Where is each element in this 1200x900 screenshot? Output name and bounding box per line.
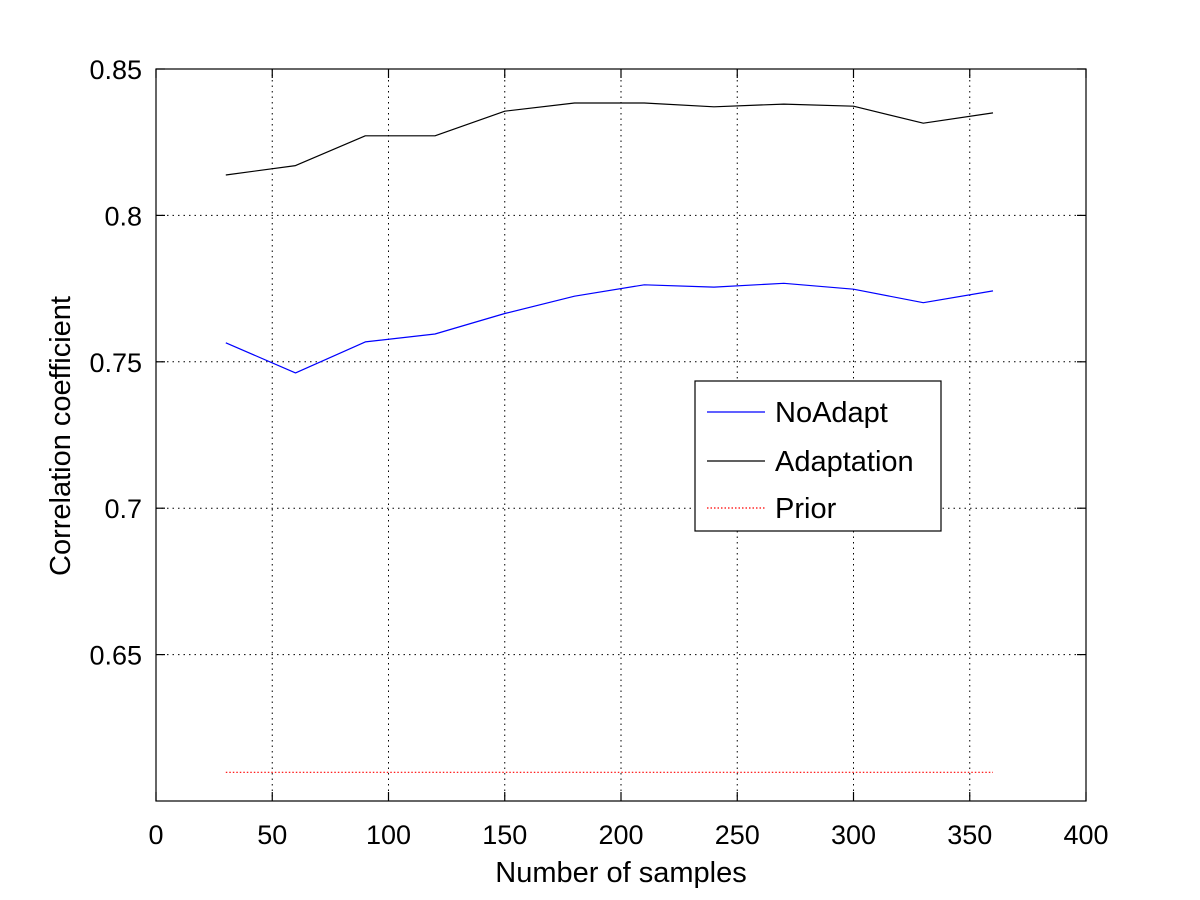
- series-line-noadapt: [225, 282, 994, 374]
- x-tick-label: 400: [1063, 820, 1108, 850]
- x-tick-label: 200: [598, 820, 643, 850]
- axis-tick-labels: 0 50 100 150 200 250 300 350 400 0.65 0.7 0.75 0.8 0.…: [89, 55, 1108, 850]
- series-line-adaptation: [225, 102, 994, 176]
- grid-lines: [156, 69, 1086, 801]
- x-tick-label: 50: [257, 820, 287, 850]
- legend-label-noadapt: NoAdapt: [775, 397, 888, 429]
- x-axis-title: Number of samples: [495, 857, 746, 889]
- y-tick-label: 0.75: [89, 348, 142, 378]
- legend: NoAdapt Adaptation Prior: [694, 380, 942, 532]
- x-tick-label: 0: [148, 820, 163, 850]
- x-tick-label: 350: [947, 820, 992, 850]
- legend-label-adaptation: Adaptation: [775, 446, 914, 478]
- axis-ticks: [155, 68, 1087, 801]
- legend-label-prior: Prior: [775, 493, 837, 525]
- y-tick-label: 0.7: [104, 494, 142, 524]
- y-tick-label: 0.85: [89, 55, 142, 85]
- series-layer: [225, 102, 994, 773]
- x-tick-label: 300: [831, 820, 876, 850]
- x-tick-label: 100: [366, 820, 411, 850]
- x-tick-label: 150: [482, 820, 527, 850]
- legend-box: [694, 380, 942, 532]
- y-axis-title: Correlation coefficient: [45, 296, 77, 576]
- y-tick-label: 0.65: [89, 641, 142, 671]
- x-tick-label: 250: [715, 820, 760, 850]
- y-tick-label: 0.8: [104, 201, 142, 231]
